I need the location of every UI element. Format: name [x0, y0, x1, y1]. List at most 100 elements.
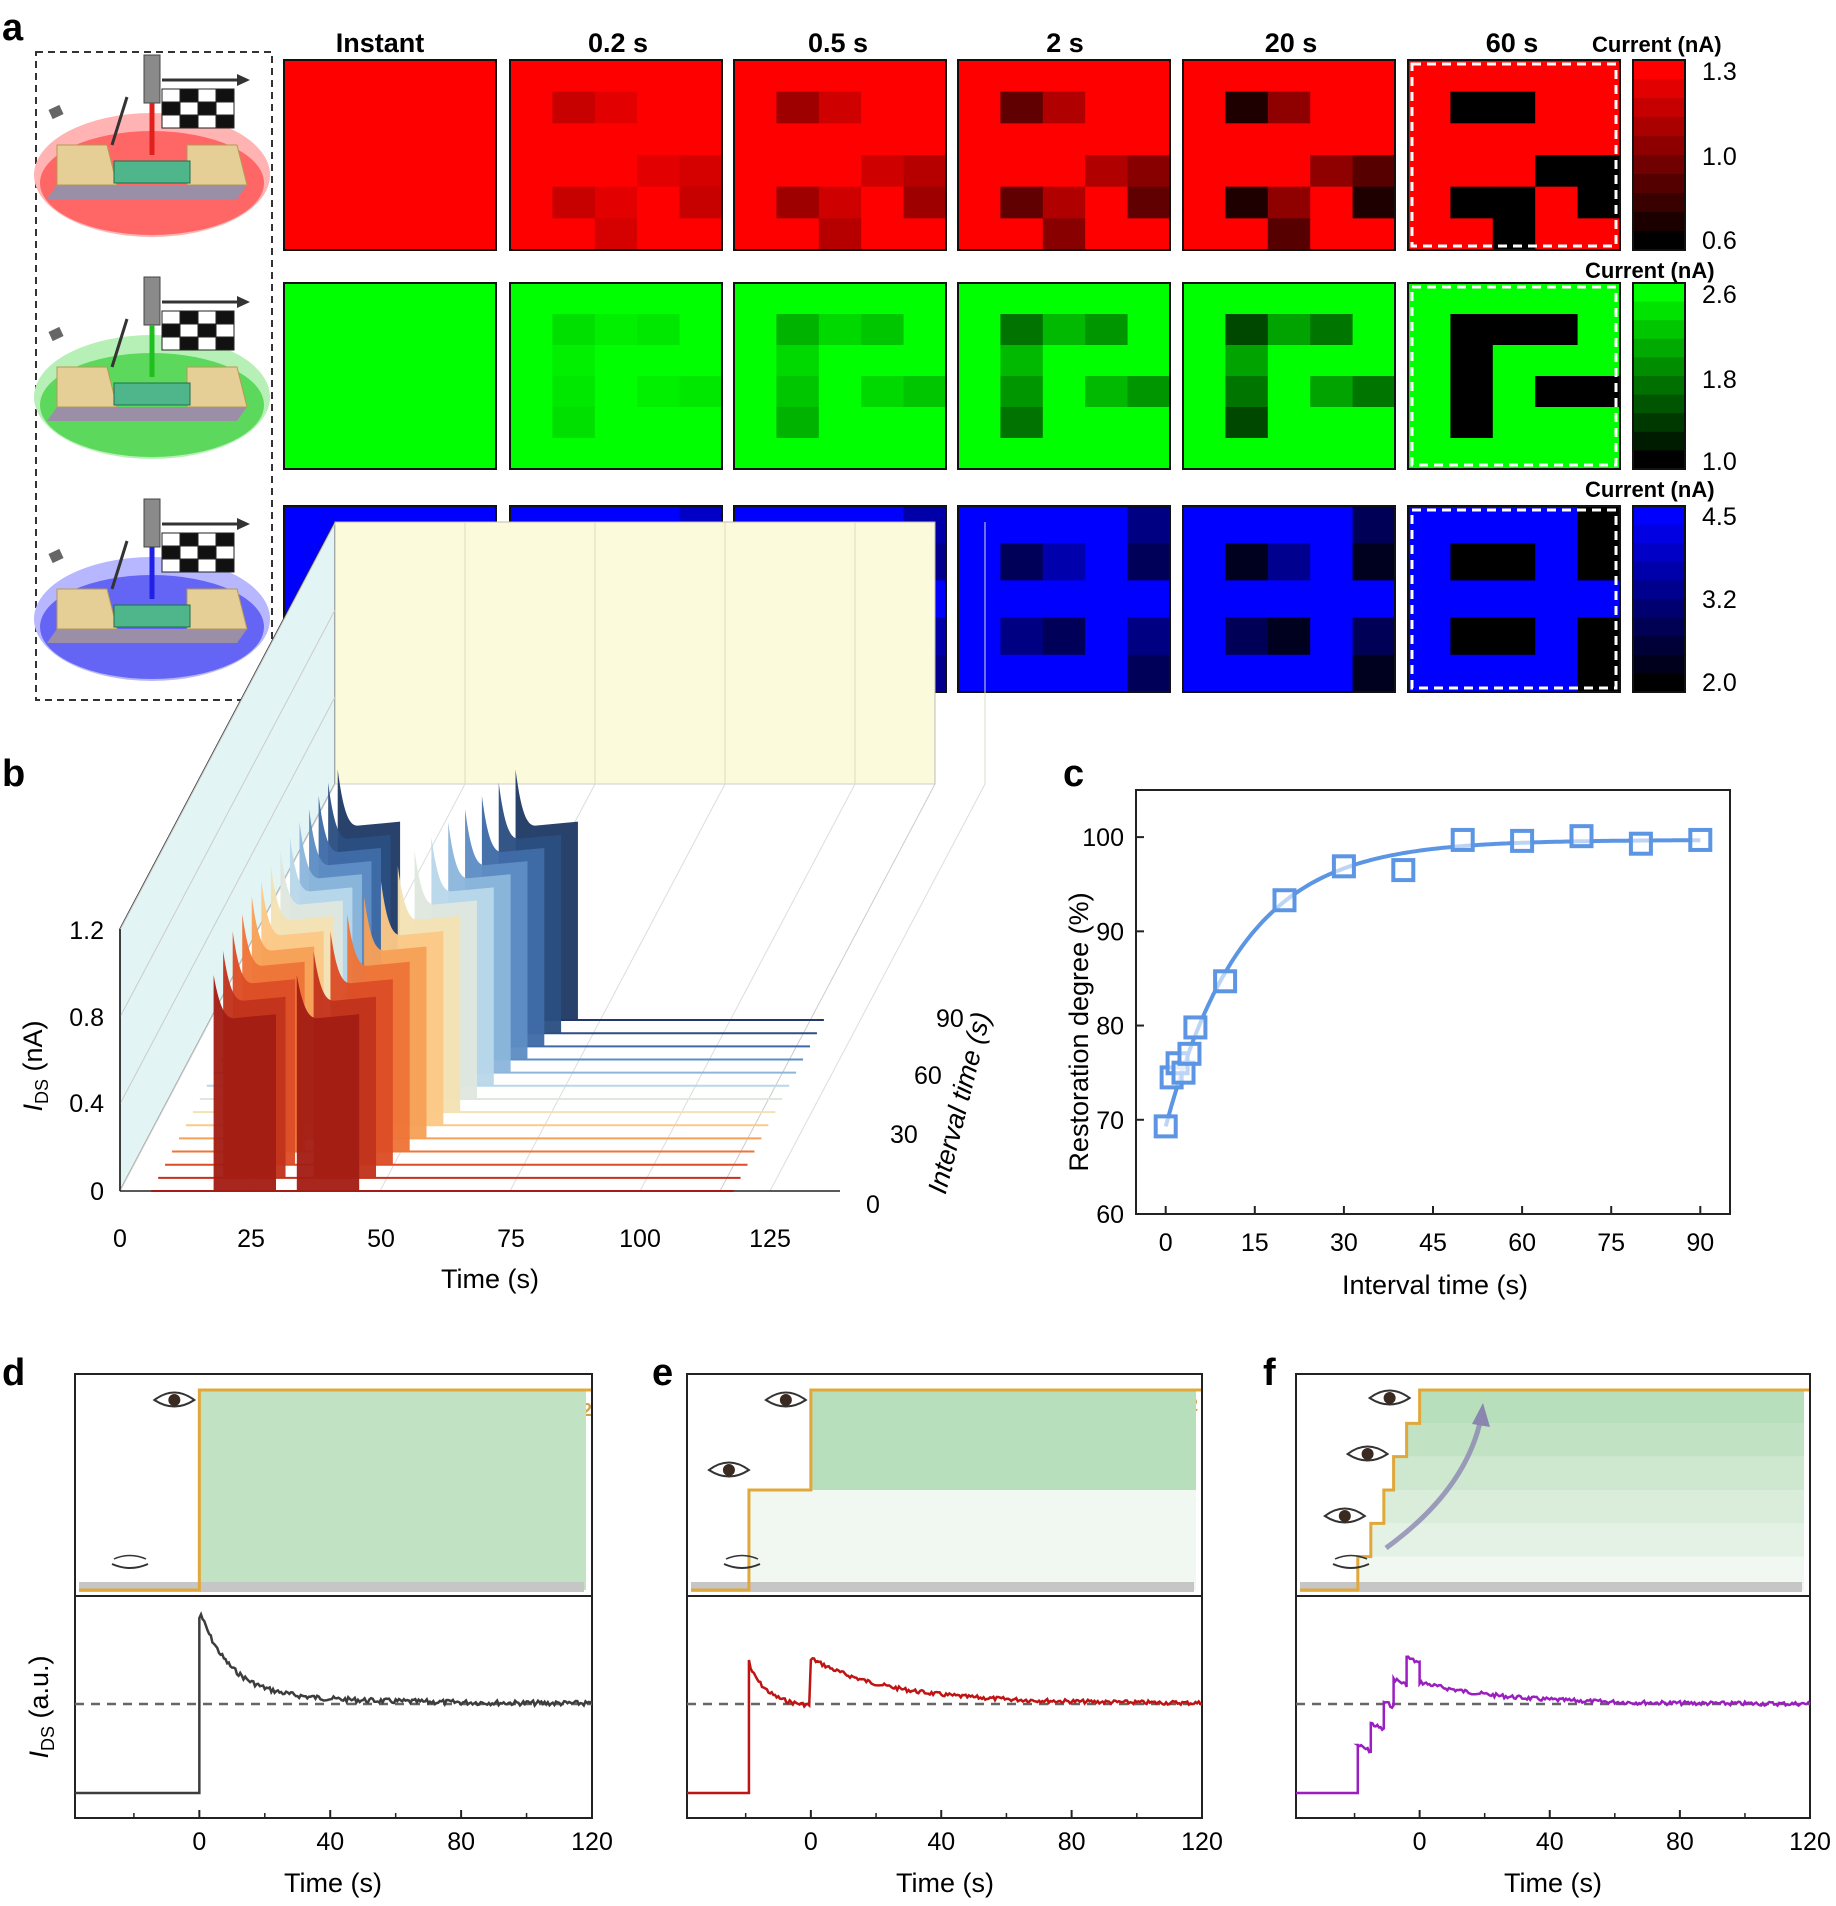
heatmap-cell — [1000, 218, 1044, 251]
heatmap-cell — [411, 438, 455, 470]
b-pulse-0 — [213, 975, 276, 1191]
intensity-band — [1406, 1423, 1804, 1457]
heatmap-cell — [1183, 314, 1226, 346]
heatmap-cell — [368, 345, 412, 377]
heatmap-cell — [1000, 186, 1044, 219]
c-xlabel: Interval time (s) — [1342, 1270, 1528, 1300]
heatmap-cell — [1042, 186, 1086, 219]
heatmap-cell — [1310, 155, 1354, 188]
colorbar-step — [1633, 320, 1685, 340]
heatmap-cell — [1225, 283, 1269, 315]
heatmap-cell — [594, 283, 638, 315]
b-grid — [769, 783, 986, 1192]
letter-outline — [1410, 285, 1618, 467]
heatmap-cell — [1042, 345, 1086, 377]
heatmap-cell — [734, 91, 777, 124]
panel-letter-f: f — [1263, 1352, 1276, 1394]
colorbar-step — [1633, 376, 1685, 396]
heatmap-cell — [1000, 345, 1044, 377]
heatmap-cell — [1408, 617, 1451, 656]
heatmap-cell — [1310, 438, 1354, 470]
xtick-label: 120 — [1789, 1828, 1831, 1856]
light-source — [48, 326, 64, 342]
heatmap-cell — [1085, 376, 1129, 408]
panel-letter-a: a — [2, 7, 24, 49]
heatmap-cell — [1042, 91, 1086, 124]
heatmap-cell — [1535, 345, 1579, 377]
b-ytick-1-2: 1.2 — [69, 917, 104, 945]
heatmap-cell — [1042, 654, 1086, 693]
heatmap-cell — [1042, 506, 1086, 544]
heatmap-cell — [776, 283, 820, 315]
heatmap-green-2 — [733, 282, 947, 470]
schematic-frame — [35, 51, 273, 701]
heatmap-frame — [1182, 282, 1396, 470]
heatmap-cell — [552, 91, 596, 124]
intensity-band — [1383, 1490, 1804, 1524]
heatmap-cell — [1225, 218, 1269, 251]
heatmap-cell — [1450, 283, 1494, 315]
b-grid — [509, 783, 726, 1192]
heatmap-cell — [552, 123, 596, 156]
heatmap-cell — [903, 438, 947, 470]
pixel-grid-cell — [161, 558, 181, 573]
heatmap-green-1 — [509, 282, 723, 470]
heatmap-cell — [1492, 186, 1536, 219]
colorbar-step — [1633, 283, 1685, 303]
heatmap-cell — [1267, 617, 1311, 656]
heatmap-cell — [776, 438, 820, 470]
heatmap-cell — [734, 218, 777, 251]
heatmap-cell — [510, 314, 553, 346]
heatmap-cell — [1492, 654, 1536, 693]
heatmap-cell — [1352, 283, 1396, 315]
device-illustration — [34, 276, 270, 459]
electrode-left — [56, 366, 118, 408]
heatmap-cell — [1085, 186, 1129, 219]
ids-trace — [1296, 1655, 1811, 1795]
heatmap-cell — [1492, 155, 1536, 188]
heatmap-cell — [1085, 314, 1129, 346]
heatmap-cell — [1042, 407, 1086, 439]
heatmap-frame — [957, 282, 1171, 470]
heatmap-green-4 — [1182, 282, 1396, 470]
heatmap-cell — [1042, 123, 1086, 156]
d-ylabel: IDS (a.u.) — [24, 1655, 58, 1758]
colorbar-step — [1633, 212, 1685, 232]
heatmap-cell — [679, 314, 723, 346]
pixel-grid-cell — [197, 323, 217, 338]
heatmap-cell — [637, 438, 681, 470]
c-ylabel: Restoration degree (%) — [1064, 892, 1094, 1171]
pixel-grid-cell — [161, 545, 181, 560]
heatmap-cell — [637, 345, 681, 377]
heatmap-cell — [1183, 506, 1226, 544]
heatmap-cell — [818, 438, 862, 470]
heatmap-cell — [1577, 407, 1621, 439]
colorbar-step — [1633, 413, 1685, 433]
heatmap-frame — [733, 59, 947, 251]
heatmap-cell — [818, 60, 862, 93]
heatmap-cell — [284, 407, 327, 439]
heatmap-cell — [1352, 218, 1396, 251]
heatmap-cell — [1183, 283, 1226, 315]
heatmap-cell — [1310, 654, 1354, 693]
heatmap-cell — [594, 91, 638, 124]
heatmap-cell — [958, 60, 1001, 93]
b-back-wall — [334, 521, 936, 785]
heatmap-cell — [1352, 543, 1396, 581]
pixel-grid-cell — [215, 323, 235, 338]
heatmap-cell — [1127, 345, 1171, 377]
heatmap-cell — [1408, 407, 1451, 439]
eye-pupil — [1361, 1448, 1374, 1460]
heatmap-cell — [861, 155, 905, 188]
b-xtick-75: 75 — [497, 1225, 525, 1253]
heatmap-cell — [1225, 314, 1269, 346]
electrode-right — [186, 366, 248, 408]
heatmap-cell — [368, 186, 412, 219]
colorbar-step — [1633, 79, 1685, 99]
heatmap-cell — [1267, 218, 1311, 251]
heatmap-cell — [958, 506, 1001, 544]
heatmap-cell — [1577, 543, 1621, 581]
heatmap-frame — [1182, 505, 1396, 693]
colorbar-step — [1633, 155, 1685, 175]
